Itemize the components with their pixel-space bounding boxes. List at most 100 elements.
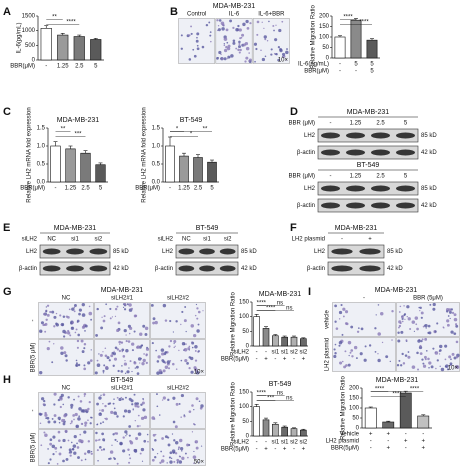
cell: [95, 334, 98, 337]
cell: [425, 350, 428, 352]
row-label: BBR(5 μM): [31, 343, 37, 373]
cell: [109, 457, 112, 460]
cell: [191, 346, 194, 349]
x-tick-label: -: [55, 186, 57, 192]
cell: [209, 34, 212, 37]
cell: [69, 450, 73, 454]
blot-strip: [317, 181, 419, 196]
magnification: 10×: [448, 366, 459, 372]
x-tick-label: -: [274, 357, 276, 363]
cell: [75, 328, 78, 331]
band-label: β-actin: [19, 266, 37, 272]
lane-label: 5: [404, 174, 408, 180]
micrograph: [332, 302, 396, 337]
cell: [162, 303, 167, 308]
cell: [229, 19, 233, 23]
cell: [76, 319, 80, 323]
cell: [39, 329, 43, 333]
column-label: siLH2#1: [111, 296, 134, 302]
blot-band: [371, 132, 390, 139]
blot-band: [396, 149, 415, 156]
cell: [156, 371, 160, 375]
cell: [113, 350, 115, 353]
x-tick-label: -: [293, 357, 295, 363]
cell: [159, 461, 162, 464]
bar: [262, 419, 270, 437]
cell: [432, 347, 435, 350]
cell: [60, 346, 64, 350]
cell: [194, 350, 197, 352]
cell: [126, 303, 129, 306]
x-row-label: siLH2: [234, 440, 250, 446]
cell: [53, 343, 55, 345]
cell: [44, 322, 48, 326]
lane-label: NC: [47, 237, 56, 243]
cell: [87, 407, 90, 411]
significance: ns: [286, 396, 292, 402]
cell: [139, 332, 143, 336]
cell: [181, 456, 185, 460]
bar: [193, 157, 203, 183]
cell: [40, 397, 45, 401]
blot-band: [66, 248, 84, 255]
cell: [340, 303, 343, 307]
cell: [147, 440, 149, 443]
cell: [146, 346, 148, 349]
cell: [188, 349, 190, 351]
cell: [54, 446, 58, 450]
cell: [134, 367, 137, 369]
cell: [55, 323, 59, 327]
cell: [175, 368, 178, 370]
band-size: 42 kD: [113, 266, 129, 272]
blot-title: MDA-MB-231: [347, 109, 390, 116]
cell: [448, 308, 452, 312]
cell: [217, 56, 219, 59]
bar: [65, 148, 76, 183]
cell: [334, 320, 337, 323]
cell: [76, 446, 80, 449]
cell: [183, 319, 187, 323]
cell: [102, 403, 104, 405]
cell: [72, 414, 75, 417]
bar: [73, 36, 85, 61]
cell: [73, 310, 76, 313]
cell: [417, 368, 420, 371]
cell: [225, 45, 228, 49]
cell: [49, 438, 53, 442]
cell: [188, 345, 191, 348]
cell: [381, 341, 384, 344]
cell: [237, 48, 240, 52]
cell: [52, 453, 55, 456]
cell: [217, 25, 220, 27]
cell: [341, 333, 344, 336]
cell: [419, 344, 422, 348]
cell: [105, 303, 108, 306]
cell: [448, 355, 452, 359]
cell: [190, 25, 193, 28]
cell: [272, 24, 275, 27]
cell: [197, 323, 200, 326]
cell: [98, 353, 100, 355]
cell: [83, 430, 87, 434]
cell: [453, 313, 457, 317]
band-label: LH2: [304, 186, 316, 192]
cell: [125, 349, 129, 353]
cell: [67, 316, 70, 319]
cell: [164, 351, 167, 354]
cell: [275, 53, 278, 56]
cell: [177, 448, 180, 450]
cell: [111, 444, 113, 446]
cell: [77, 456, 80, 459]
cell: [47, 462, 50, 465]
x-tick-label: +: [264, 447, 268, 453]
cell: [424, 358, 427, 361]
cell: [81, 409, 86, 413]
cell: [180, 323, 182, 326]
lane-label: si2: [224, 237, 232, 243]
x-tick-label: +: [421, 439, 425, 445]
cell: [110, 354, 114, 358]
cell: [141, 361, 145, 366]
cell: [455, 365, 460, 369]
cell: [210, 40, 212, 43]
cell: [436, 359, 439, 362]
